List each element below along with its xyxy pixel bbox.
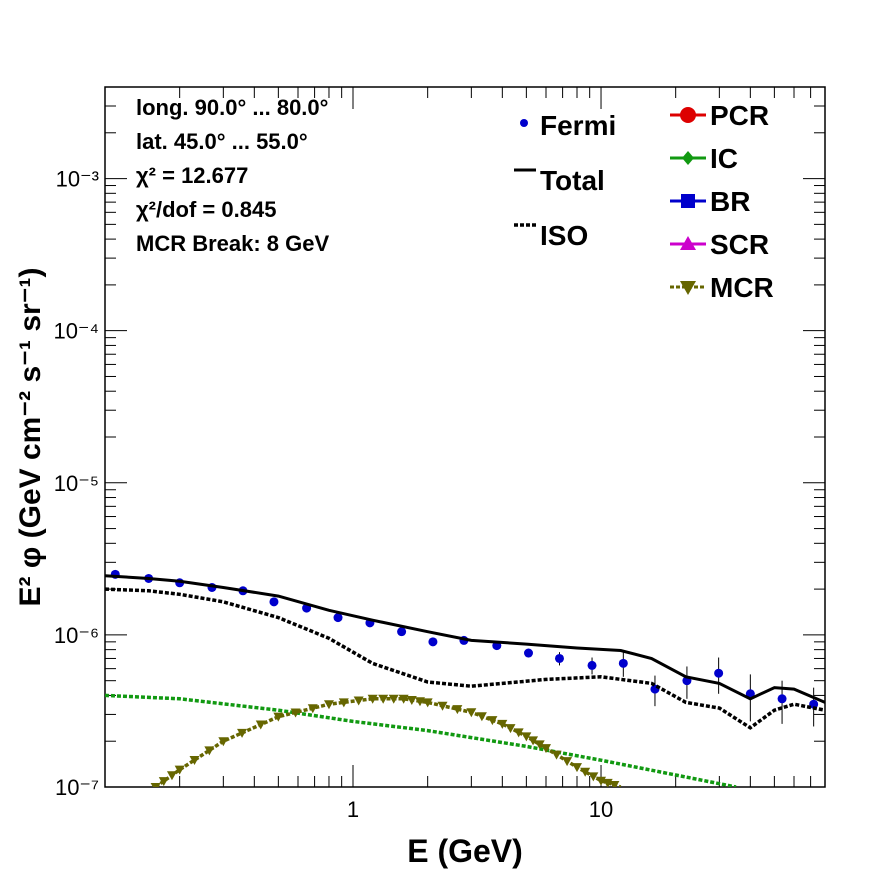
mcr-markers: [150, 694, 620, 787]
y-tick-label: 10⁻⁵: [54, 471, 99, 496]
mcr-marker: [204, 746, 215, 756]
legend-label: PCR: [710, 100, 769, 131]
stats-line: MCR Break: 8 GeV: [136, 231, 330, 256]
mcr-marker: [476, 712, 487, 722]
mcr-marker: [602, 778, 613, 787]
legend-marker-triangle-up: [680, 236, 696, 250]
mcr-marker: [158, 777, 169, 787]
mcr-marker: [487, 716, 498, 726]
mcr-marker: [505, 724, 516, 734]
fermi-points: [110, 569, 819, 727]
y-tick-label: 10⁻⁴: [53, 319, 99, 344]
stats-line: χ²/dof = 0.845: [136, 197, 276, 222]
mcr-marker: [422, 698, 433, 708]
mcr-marker: [307, 704, 318, 714]
fermi-point: [587, 660, 597, 670]
legend-marker-triangle-down: [680, 281, 696, 295]
legend-label: Fermi: [540, 110, 616, 141]
fermi-point: [428, 637, 438, 647]
stats-line: χ² = 12.677: [136, 163, 248, 188]
legend-left: Fermi Total ISO: [514, 110, 616, 251]
mcr-marker: [398, 694, 409, 704]
mcr-marker: [367, 694, 378, 704]
legend-marker-dot: [520, 119, 528, 127]
y-tick-label: 10⁻³: [56, 167, 99, 192]
mcr-marker: [388, 694, 399, 704]
legend-label: SCR: [710, 229, 769, 260]
mcr-marker: [378, 694, 389, 704]
mcr-marker: [551, 750, 562, 760]
mcr-marker: [437, 701, 448, 711]
fermi-point: [777, 694, 787, 704]
fermi-point: [714, 668, 724, 678]
mcr-marker: [174, 765, 185, 775]
mcr-marker: [580, 767, 591, 777]
mcr-marker: [150, 783, 161, 787]
mcr-marker: [406, 696, 417, 706]
fermi-point: [333, 613, 343, 623]
mcr-marker: [189, 755, 200, 765]
mcr-marker: [255, 720, 266, 730]
mcr-marker: [414, 697, 425, 707]
mcr-marker: [166, 771, 177, 781]
legend-label: IC: [710, 143, 738, 174]
mcr-marker: [609, 780, 620, 787]
legend-label: ISO: [540, 220, 588, 251]
y-tick-label: 10⁻⁶: [54, 623, 99, 648]
axis-ticks: [104, 86, 826, 788]
series-line-mcr: [154, 697, 622, 787]
y-tick-labels: 10⁻⁷ 10⁻⁶ 10⁻⁵ 10⁻⁴ 10⁻³: [53, 167, 99, 800]
series-line-total: [105, 574, 825, 704]
fermi-point: [809, 699, 819, 709]
fermi-point: [554, 653, 564, 663]
fermi-point: [397, 627, 407, 637]
stats-box: long. 90.0° ... 80.0° lat. 45.0° ... 55.0…: [136, 95, 330, 256]
legend-marker-diamond: [682, 151, 694, 165]
x-axis-title: E (GeV): [407, 833, 523, 869]
mcr-marker: [237, 728, 248, 738]
mcr-marker: [353, 696, 364, 706]
mcr-marker: [273, 712, 284, 722]
mcr-marker: [588, 772, 599, 782]
stats-line: long. 90.0° ... 80.0°: [136, 95, 328, 120]
mcr-marker: [528, 736, 539, 746]
series-layer: [105, 569, 825, 787]
legend-marker-square: [681, 194, 695, 208]
fermi-point: [618, 658, 628, 668]
mcr-marker: [534, 740, 545, 750]
mcr-marker: [338, 698, 349, 708]
legend-marker-circle: [680, 107, 696, 123]
legend-right: PCR IC BR SCR MCR: [670, 100, 774, 303]
mcr-marker: [571, 763, 582, 773]
mcr-marker: [562, 757, 573, 767]
mcr-marker: [513, 728, 524, 738]
fermi-point: [523, 648, 533, 658]
mcr-marker: [521, 732, 532, 742]
series-line-ic: [105, 693, 737, 787]
fermi-point: [269, 597, 279, 607]
legend-label: BR: [710, 186, 750, 217]
mcr-marker: [541, 744, 552, 754]
mcr-marker: [323, 700, 334, 710]
mcr-marker: [218, 737, 229, 747]
mcr-marker: [290, 708, 301, 718]
mcr-marker: [452, 705, 463, 715]
legend-label: MCR: [710, 272, 774, 303]
series-line-iso: [105, 587, 825, 730]
y-axis-title: E² φ (GeV cm⁻² s⁻¹ sr⁻¹): [14, 267, 47, 606]
x-tick-label: 10: [589, 797, 613, 822]
x-tick-labels: 1 10: [347, 797, 613, 822]
stats-line: lat. 45.0° ... 55.0°: [136, 129, 308, 154]
mcr-marker: [497, 719, 508, 729]
legend-label: Total: [540, 165, 605, 196]
mcr-marker: [466, 708, 477, 718]
y-tick-label: 10⁻⁷: [55, 775, 99, 800]
x-tick-label: 1: [347, 797, 359, 822]
